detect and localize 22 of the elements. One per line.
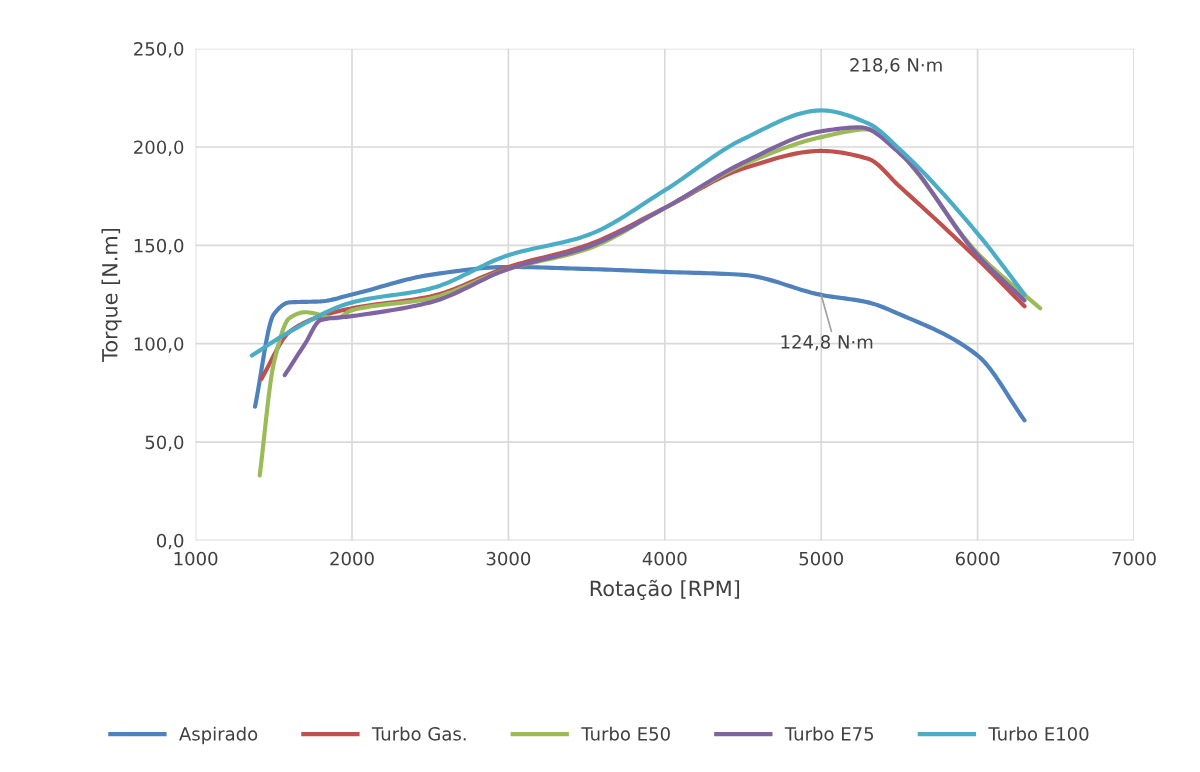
x-tick-label: 4000 xyxy=(642,551,687,566)
x-tick-label: 2000 xyxy=(330,551,374,566)
y-tick-label: 100,0 xyxy=(134,337,184,353)
legend-label: Turbo Gas. xyxy=(371,726,466,741)
x-tick-label: 5000 xyxy=(799,551,843,566)
y-axis-title: Torque [N.m] xyxy=(101,228,122,362)
y-tick-label: 0,0 xyxy=(156,533,184,550)
legend-label: Turbo E50 xyxy=(581,726,670,741)
x-tick-label: 1000 xyxy=(174,551,218,566)
x-tick-label: 6000 xyxy=(955,551,1000,566)
y-tick-label: 200,0 xyxy=(134,140,184,156)
x-tick-label: 7000 xyxy=(1112,551,1156,566)
x-tick-label: 3000 xyxy=(486,551,531,566)
y-tick-label: 150,0 xyxy=(134,238,184,255)
annotation: 218,6 N·m xyxy=(850,58,942,74)
legend-label: Aspirado xyxy=(179,726,258,745)
annotation: 124,8 N·m xyxy=(781,335,873,351)
y-tick-label: 50,0 xyxy=(145,435,184,452)
legend-label: Turbo E100 xyxy=(988,726,1089,741)
y-tick-label: 250,0 xyxy=(134,42,184,58)
legend-label: Turbo E75 xyxy=(784,726,874,741)
x-axis-title: Rotação [RPM] xyxy=(590,579,740,600)
